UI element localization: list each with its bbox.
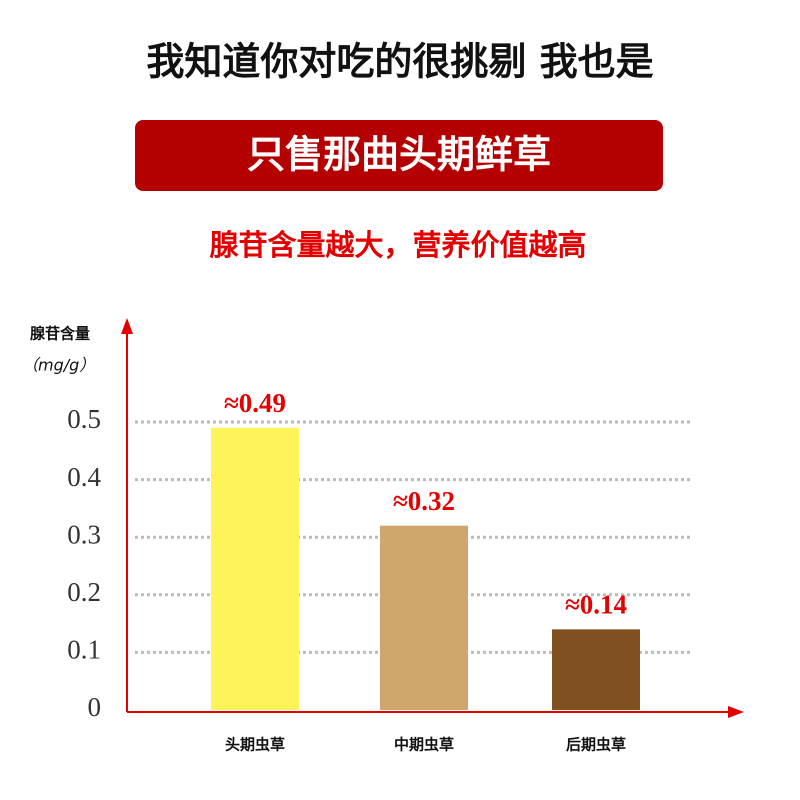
banner-box	[135, 120, 663, 191]
value-label: ≈0.32	[393, 486, 455, 516]
y-tick-label: 0.3	[67, 519, 101, 549]
x-tick-label: 后期虫草	[566, 736, 626, 754]
value-label: ≈0.49	[224, 388, 286, 418]
y-axis-unit: （mg/g）	[22, 356, 95, 375]
bar	[552, 629, 640, 710]
x-tick-label: 中期虫草	[394, 736, 454, 754]
x-tick-label: 头期虫草	[225, 736, 285, 754]
y-tick-label: 0	[88, 692, 102, 722]
headline: 我知道你对吃的很挑剔 我也是	[146, 40, 653, 84]
bar	[380, 525, 468, 710]
y-tick-label: 0.2	[67, 577, 101, 607]
y-axis-arrow	[121, 318, 133, 334]
subtitle: 腺苷含量越大，营养价值越高	[209, 228, 586, 262]
x-axis-arrow	[728, 706, 744, 718]
banner-text: 只售那曲头期鲜草	[247, 133, 551, 177]
bar	[211, 427, 299, 710]
y-tick-label: 0.1	[67, 635, 101, 665]
y-tick-label: 0.4	[67, 462, 101, 492]
y-tick-label: 0.5	[67, 404, 101, 434]
value-label: ≈0.14	[565, 590, 627, 620]
y-axis-label: 腺苷含量	[30, 325, 90, 343]
